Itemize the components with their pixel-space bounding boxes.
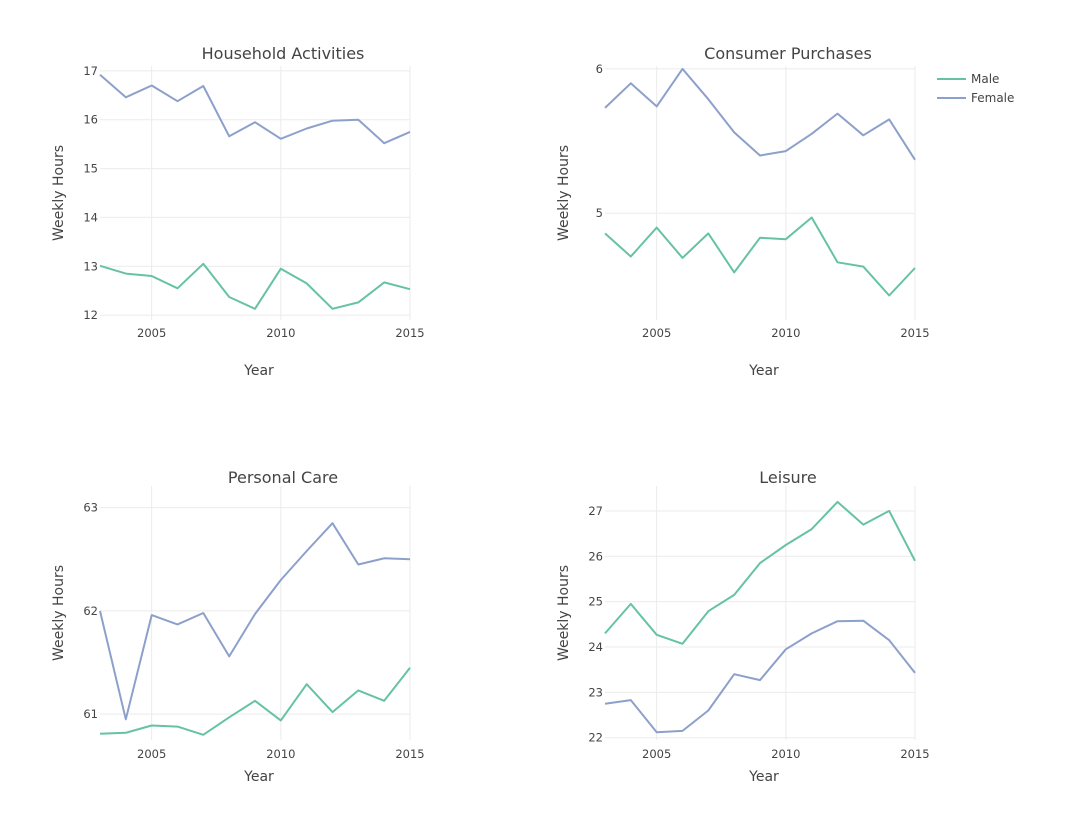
- y-axis-title: Weekly Hours: [51, 565, 67, 661]
- y-tick-label: 61: [83, 707, 98, 721]
- legend-item-female: Female: [937, 91, 1014, 105]
- x-tick-label: 2005: [642, 747, 671, 761]
- x-tick-label: 2015: [395, 326, 424, 340]
- y-tick-label: 22: [588, 731, 603, 745]
- series-line-female: [99, 522, 411, 721]
- x-axis-title: Year: [748, 769, 779, 785]
- y-tick-label: 5: [596, 206, 603, 220]
- y-tick-label: 6: [596, 62, 603, 76]
- y-tick-label: 23: [588, 685, 603, 699]
- legend-item-male: Male: [937, 72, 999, 86]
- panel-personal-care: 2005 2010 2015 61 62 63 Personal Care Year Weekl…: [51, 468, 425, 785]
- series-line-female: [604, 67, 916, 161]
- y-axis-title: Weekly Hours: [556, 565, 572, 661]
- legend-label: Male: [971, 72, 999, 86]
- x-tick-label: 2010: [771, 326, 800, 340]
- panel-household-activities: 2005 2010 2015 12 13 14 15 16 17 Household Activi…: [51, 44, 425, 379]
- y-tick-label: 63: [83, 501, 98, 515]
- y-tick-label: 14: [83, 210, 98, 224]
- x-axis-title: Year: [243, 363, 274, 379]
- x-tick-label: 2015: [395, 747, 424, 761]
- chart-legend: Male Female: [937, 72, 1014, 105]
- x-tick-label: 2005: [642, 326, 671, 340]
- series-line-female: [99, 74, 411, 145]
- x-tick-label: 2010: [771, 747, 800, 761]
- x-tick-label: 2015: [900, 747, 929, 761]
- legend-label: Female: [971, 91, 1014, 105]
- x-tick-label: 2010: [266, 326, 295, 340]
- series-line-male: [99, 262, 411, 310]
- x-axis-title: Year: [243, 769, 274, 785]
- x-tick-label: 2010: [266, 747, 295, 761]
- y-tick-label: 26: [588, 549, 603, 563]
- series-line-male: [604, 500, 916, 645]
- series-line-female: [604, 619, 916, 734]
- y-tick-label: 25: [588, 595, 603, 609]
- panel-consumer-purchases: 2005 2010 2015 5 6 Consumer Purchases Year Week…: [556, 44, 930, 379]
- series-line-male: [604, 216, 916, 297]
- panel-title: Personal Care: [228, 468, 338, 487]
- panel-title: Household Activities: [202, 44, 365, 63]
- panel-title: Leisure: [759, 468, 816, 487]
- y-tick-label: 13: [83, 259, 98, 273]
- chart-panels: 2005 2010 2015 12 13 14 15 16 17 Household Activi…: [51, 44, 930, 785]
- y-axis-title: Weekly Hours: [51, 145, 67, 241]
- y-tick-label: 62: [83, 604, 98, 618]
- y-axis-title: Weekly Hours: [556, 145, 572, 241]
- y-tick-label: 15: [83, 162, 98, 176]
- y-tick-label: 27: [588, 504, 603, 518]
- y-tick-label: 17: [83, 64, 98, 78]
- y-tick-label: 12: [83, 308, 98, 322]
- x-axis-title: Year: [748, 363, 779, 379]
- panel-title: Consumer Purchases: [704, 44, 872, 63]
- x-tick-label: 2005: [137, 747, 166, 761]
- x-tick-label: 2005: [137, 326, 166, 340]
- panel-leisure: 2005 2010 2015 22 23 24 25 26 27 Leisure Year Weekl…: [556, 468, 930, 785]
- x-tick-label: 2015: [900, 326, 929, 340]
- y-tick-label: 16: [83, 113, 98, 127]
- y-tick-label: 24: [588, 640, 603, 654]
- series-line-male: [99, 667, 411, 736]
